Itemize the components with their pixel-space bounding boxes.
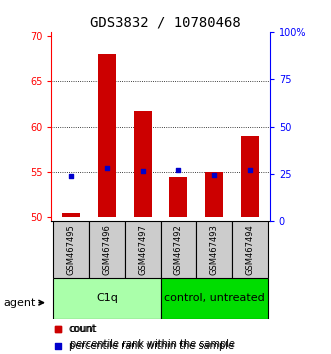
Bar (169, 177, 187, 217)
Bar (53, 278, 161, 319)
Text: GSM467492: GSM467492 (174, 224, 183, 275)
Point (55, 343, 61, 349)
Point (176, 167, 181, 173)
Text: agent: agent (3, 298, 36, 308)
Bar (232, 221, 268, 278)
Bar (125, 221, 161, 278)
Bar (161, 221, 196, 278)
Text: GSM467496: GSM467496 (102, 224, 111, 275)
Text: count: count (70, 324, 97, 333)
Text: percentile rank within the sample: percentile rank within the sample (69, 341, 234, 351)
Text: GSM467497: GSM467497 (138, 224, 147, 275)
Bar (196, 221, 232, 278)
Bar (89, 221, 125, 278)
Text: C1q: C1q (96, 293, 118, 303)
Bar (241, 136, 259, 217)
Point (140, 168, 145, 174)
Bar (53, 221, 89, 278)
Point (247, 167, 253, 173)
Text: GDS3832 / 10780468: GDS3832 / 10780468 (90, 16, 241, 30)
Point (69, 173, 74, 179)
Bar (62, 213, 80, 217)
Point (104, 165, 110, 171)
Point (55, 326, 61, 331)
Text: GSM467495: GSM467495 (67, 224, 75, 275)
Point (55, 326, 61, 331)
Text: control, untreated: control, untreated (164, 293, 264, 303)
Bar (98, 55, 116, 217)
Bar (161, 278, 268, 319)
Text: GSM467494: GSM467494 (246, 224, 255, 275)
Text: percentile rank within the sample: percentile rank within the sample (70, 339, 234, 349)
Text: GSM467493: GSM467493 (210, 224, 219, 275)
Bar (205, 172, 223, 217)
Point (212, 172, 217, 178)
Text: count: count (69, 324, 96, 333)
Bar (134, 111, 152, 217)
